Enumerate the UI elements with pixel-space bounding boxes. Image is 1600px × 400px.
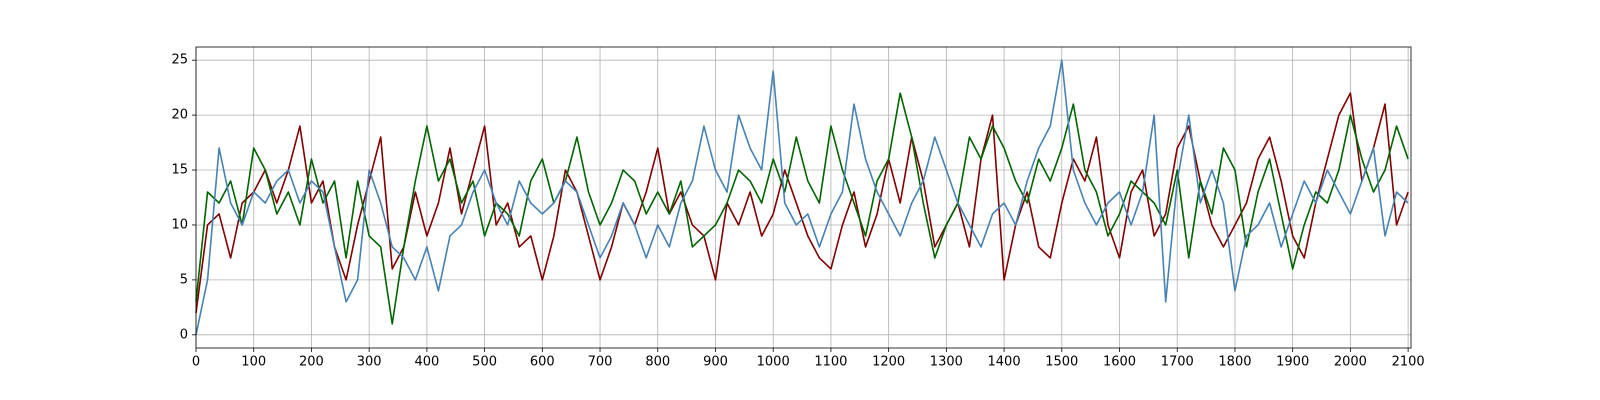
x-tick-label: 600 xyxy=(530,355,555,370)
y-tick-label: 15 xyxy=(171,163,188,178)
y-tick-label: 5 xyxy=(180,272,188,287)
x-tick-label: 400 xyxy=(414,355,439,370)
x-tick-label: 1800 xyxy=(1218,355,1251,370)
x-tick-label: 1500 xyxy=(1045,355,1078,370)
x-tick-label: 1400 xyxy=(988,355,1021,370)
y-tick-label: 10 xyxy=(171,217,188,232)
y-tick-label: 25 xyxy=(171,53,188,68)
x-tick-label: 1700 xyxy=(1161,355,1194,370)
x-tick-label: 700 xyxy=(588,355,613,370)
x-tick-label: 1100 xyxy=(814,355,847,370)
x-tick-label: 200 xyxy=(299,355,324,370)
x-tick-label: 900 xyxy=(703,355,728,370)
x-tick-label: 1300 xyxy=(930,355,963,370)
ticks-layer: 0 100 200 300 400 500 600 700 800 900 1000 1100 1200… xyxy=(171,53,1424,370)
data-line xyxy=(195,59,1409,335)
x-tick-label: 2000 xyxy=(1334,355,1367,370)
x-tick-label: 1900 xyxy=(1276,355,1309,370)
x-tick-label: 500 xyxy=(472,355,497,370)
y-tick-label: 0 xyxy=(180,327,188,342)
y-tick-label: 20 xyxy=(171,108,188,123)
x-tick-label: 100 xyxy=(241,355,266,370)
x-tick-label: 1000 xyxy=(757,355,790,370)
x-tick-label: 300 xyxy=(357,355,382,370)
x-tick-label: 1600 xyxy=(1103,355,1136,370)
data-line xyxy=(195,92,1409,325)
plot-frame xyxy=(195,46,1412,349)
x-tick-label: 1200 xyxy=(872,355,905,370)
x-tick-label: 800 xyxy=(645,355,670,370)
lines-layer xyxy=(195,59,1409,335)
x-tick-label: 2100 xyxy=(1392,355,1425,370)
x-tick-label: 0 xyxy=(192,355,200,370)
